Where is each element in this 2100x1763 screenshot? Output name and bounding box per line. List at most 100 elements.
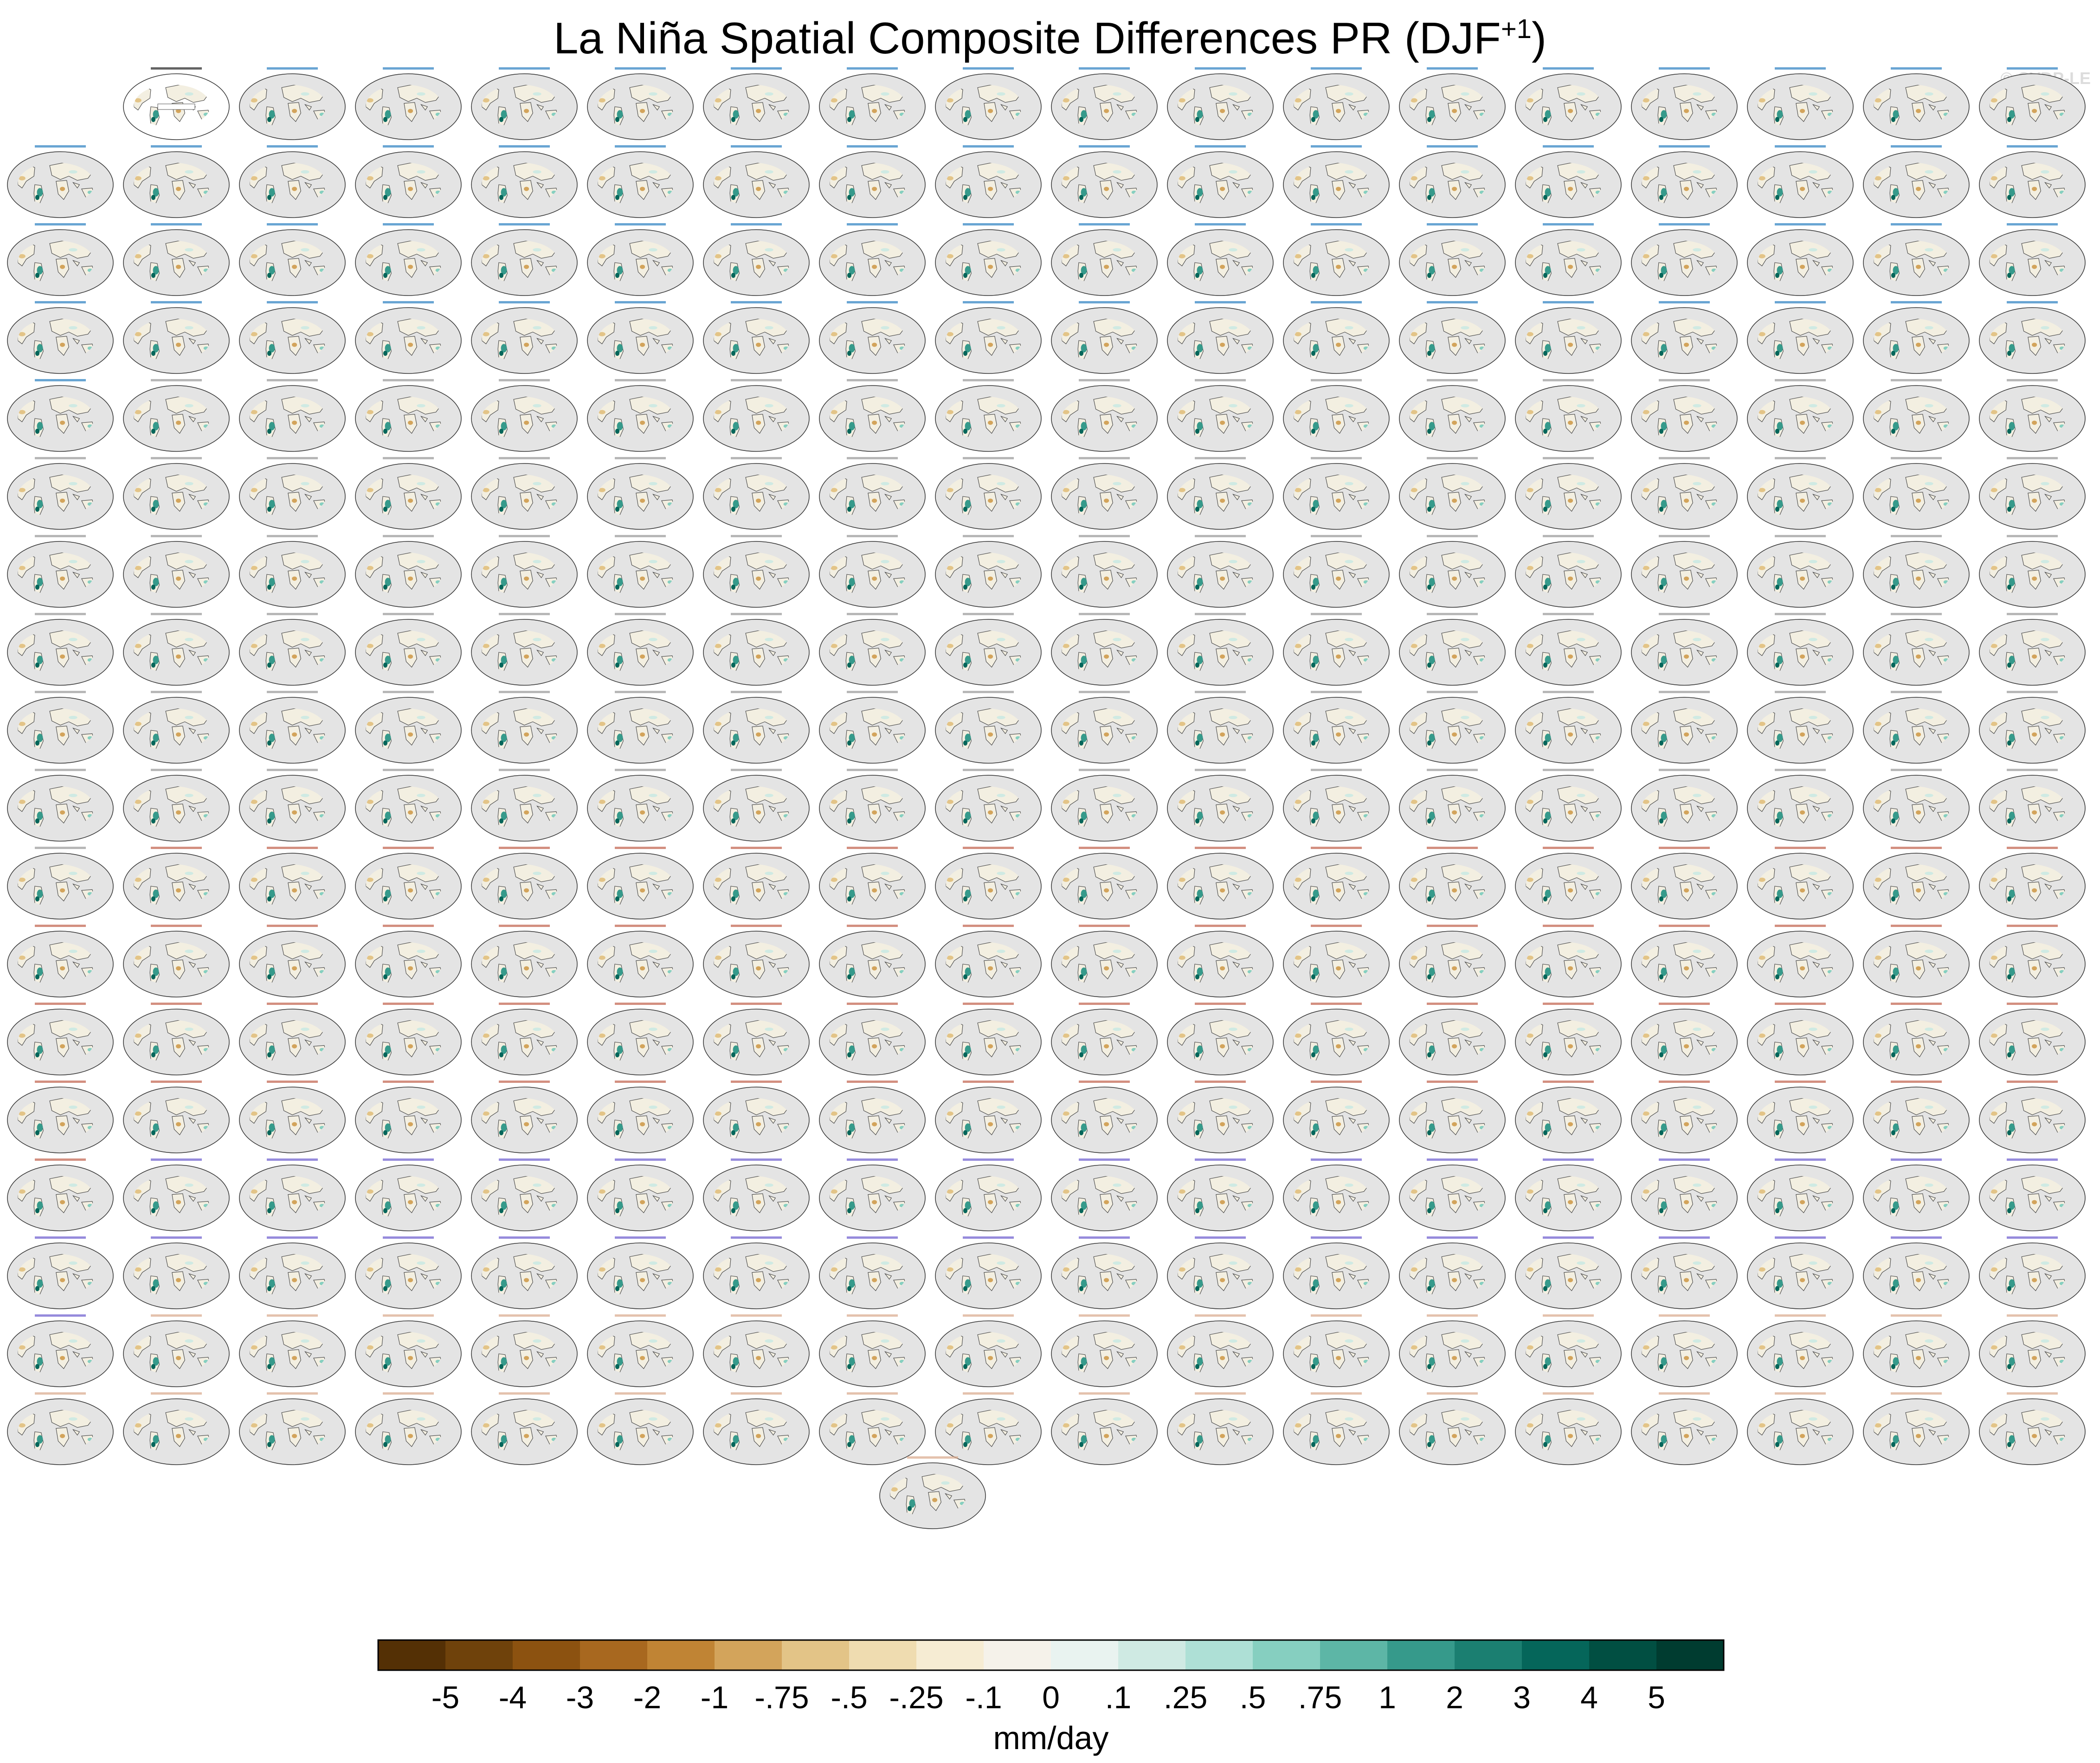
panel-title-mark xyxy=(615,145,666,148)
map-panel xyxy=(1051,145,1158,218)
colorbar-swatch xyxy=(1522,1640,1590,1670)
panel-title-mark xyxy=(1079,223,1130,225)
colorbar-tick-label: -5 xyxy=(432,1680,459,1715)
panel-title-mark xyxy=(1311,67,1362,70)
colorbar-tick-label: -4 xyxy=(499,1680,527,1715)
map-panel xyxy=(355,223,462,296)
map-panel xyxy=(819,67,926,140)
panel-title-mark xyxy=(499,67,550,70)
colorbar-tick-label: -.25 xyxy=(889,1680,943,1715)
panel-title-mark xyxy=(731,145,782,148)
panel-title-mark xyxy=(267,67,318,70)
colorbar-tick-label: -.1 xyxy=(965,1680,1002,1715)
panel-title-mark xyxy=(1311,145,1362,148)
map-panel xyxy=(355,301,462,374)
panel-title-mark xyxy=(847,145,898,148)
panel-title-mark xyxy=(151,145,202,148)
panel-title-mark xyxy=(847,223,898,225)
colorbar-tick-label: .25 xyxy=(1164,1680,1208,1715)
map-panel xyxy=(1399,223,1506,296)
map-panel xyxy=(239,301,346,374)
map-panel xyxy=(1515,223,1622,296)
panel-title-mark xyxy=(1543,223,1594,225)
panel-title-mark xyxy=(1775,223,1826,225)
colorbar-swatch xyxy=(378,1640,446,1670)
map-panel xyxy=(1283,223,1390,296)
panel-title-mark xyxy=(1195,223,1246,225)
map-panel xyxy=(819,145,926,218)
map-panel xyxy=(703,223,810,296)
colorbar-tick-label: -.5 xyxy=(831,1680,867,1715)
map-panel xyxy=(1515,67,1622,140)
panel-title-mark xyxy=(1659,223,1710,225)
colorbar-tick-label: 2 xyxy=(1446,1680,1463,1715)
panel-title-mark xyxy=(499,145,550,148)
panel-title-mark xyxy=(267,145,318,148)
colorbar-swatch xyxy=(1253,1640,1321,1670)
map-panel xyxy=(935,145,1042,218)
panel-title-mark xyxy=(1427,223,1478,225)
map-panel xyxy=(1979,67,2086,140)
panel-title-mark xyxy=(1079,67,1130,70)
map-panel xyxy=(819,223,926,296)
map-panel xyxy=(1283,145,1390,218)
map-panel xyxy=(1399,145,1506,218)
map-panel xyxy=(471,223,578,296)
panel-title-mark xyxy=(615,301,666,303)
colorbar-tick-label: 5 xyxy=(1648,1680,1665,1715)
title-text: La Niña Spatial Composite Differences PR… xyxy=(554,13,1501,63)
colorbar-tick-label: -2 xyxy=(633,1680,661,1715)
colorbar-swatch xyxy=(1118,1640,1186,1670)
map-panel xyxy=(1283,67,1390,140)
panel-title-mark xyxy=(1543,145,1594,148)
panel-title-mark xyxy=(151,67,202,70)
panel-title-mark xyxy=(1079,145,1130,148)
panel-title-mark xyxy=(963,223,1014,225)
map-panel xyxy=(239,145,346,218)
page-title: La Niña Spatial Composite Differences PR… xyxy=(0,13,2100,64)
panel-title-mark xyxy=(151,301,202,303)
map-panel xyxy=(1979,145,2086,218)
map-panel xyxy=(1631,67,1738,140)
colorbar-swatch xyxy=(1320,1640,1388,1670)
panel-title-mark xyxy=(1891,145,1942,148)
map-panel xyxy=(1399,67,1506,140)
map-panel xyxy=(587,145,694,218)
map-panel xyxy=(703,145,810,218)
reference-panel xyxy=(123,67,230,140)
map-panel xyxy=(1747,67,1854,140)
map-panel xyxy=(1747,223,1854,296)
map-panel xyxy=(1167,67,1274,140)
colorbar-units-label: mm/day xyxy=(993,1720,1109,1756)
panel-title-mark xyxy=(383,145,434,148)
colorbar-swatch xyxy=(984,1640,1051,1670)
panel-title-mark xyxy=(1775,145,1826,148)
colorbar-swatch xyxy=(849,1640,917,1670)
map-panel xyxy=(123,223,230,296)
colorbar-tick-label: 4 xyxy=(1580,1680,1598,1715)
map-panel xyxy=(239,223,346,296)
map-panel xyxy=(1863,223,1970,296)
colorbar-swatch xyxy=(715,1640,782,1670)
panel-title-mark xyxy=(1195,67,1246,70)
map-panel xyxy=(1863,67,1970,140)
panel-title-mark xyxy=(847,67,898,70)
reference-label-box xyxy=(157,103,195,110)
colorbar-swatch xyxy=(1455,1640,1522,1670)
panel-title-mark xyxy=(383,67,434,70)
panel-title-mark xyxy=(1543,67,1594,70)
map-panel xyxy=(7,145,114,218)
map-panel xyxy=(7,223,114,296)
panel-title-mark xyxy=(2007,145,2058,148)
map-panel xyxy=(1051,223,1158,296)
map-panel xyxy=(1747,145,1854,218)
panel-title-mark xyxy=(1659,145,1710,148)
panel-title-mark xyxy=(35,145,86,148)
panel-title-mark xyxy=(1427,145,1478,148)
colorbar-swatch xyxy=(1051,1640,1119,1670)
map-panel xyxy=(239,67,346,140)
colorbar-tick-label: .5 xyxy=(1240,1680,1266,1715)
title-close-paren: ) xyxy=(1531,13,1546,63)
colorbar-tick-label: -3 xyxy=(566,1680,594,1715)
